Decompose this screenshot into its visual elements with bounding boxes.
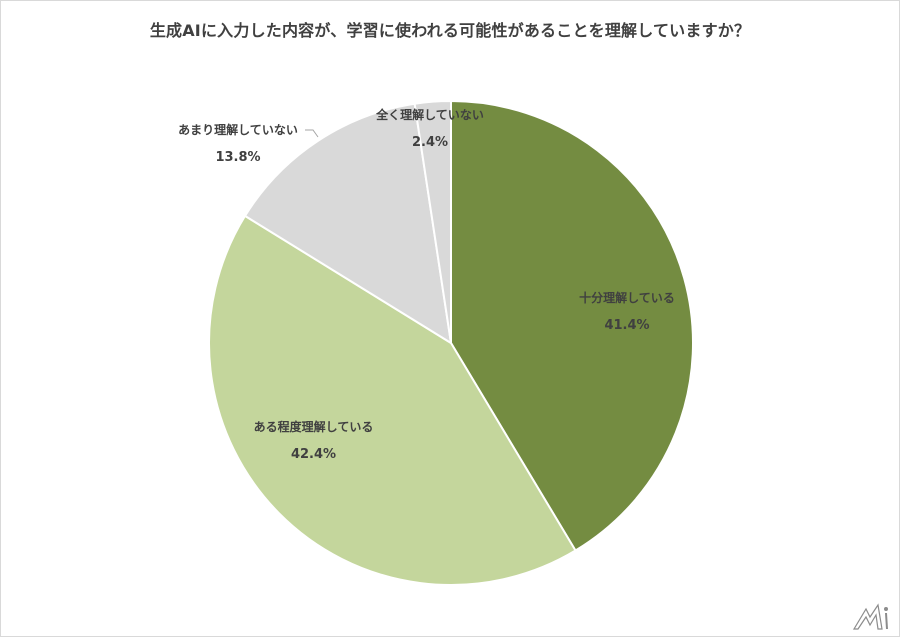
ai-logo-icon — [852, 603, 888, 630]
slice-label-pct: 42.4% — [290, 447, 337, 462]
pie-slice-2 — [243, 102, 453, 345]
slice-label-pct: 2.4% — [411, 135, 449, 150]
slice-label-pct: 41.4% — [604, 318, 650, 333]
chart-title: 生成AIに入力した内容が、学習に使われる可能性があることを理解していますか？ — [149, 21, 751, 40]
slice-label-name: ある程度理解している — [253, 420, 374, 434]
pie-slice-3 — [413, 99, 452, 344]
pie-slice-1 — [208, 214, 577, 586]
slice-label-name: あまり理解していない — [178, 123, 298, 137]
pie-slice-0 — [450, 99, 694, 552]
label-slice-0: 十分理解している 41.4% — [557, 289, 697, 333]
leader-line — [305, 129, 319, 138]
label-slice-2: あまり理解していない 13.8% — [163, 121, 313, 165]
slice-label-pct: 13.8% — [215, 150, 261, 165]
label-slice-1: ある程度理解している 42.4% — [231, 418, 396, 462]
label-slice-3: 全く理解していない 2.4% — [360, 106, 500, 150]
slice-label-name: 全く理解していない — [376, 108, 484, 122]
slice-label-name: 十分理解している — [579, 291, 675, 305]
